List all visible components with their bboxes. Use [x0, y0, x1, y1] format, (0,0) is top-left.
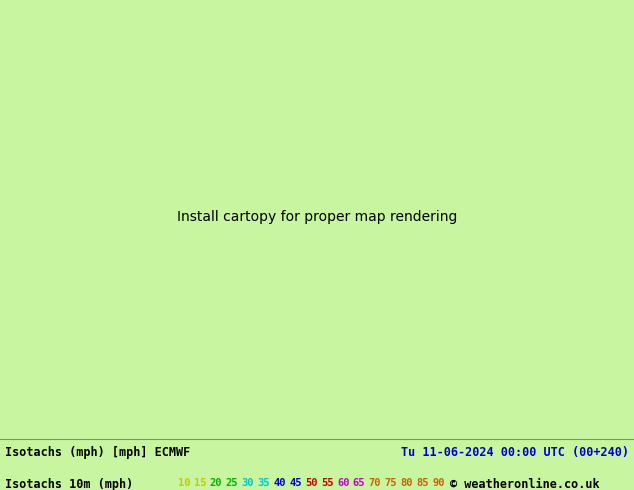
Text: © weatheronline.co.uk: © weatheronline.co.uk — [450, 478, 600, 490]
Text: 15: 15 — [193, 478, 206, 488]
Text: Isotachs 10m (mph): Isotachs 10m (mph) — [5, 478, 133, 490]
Text: 90: 90 — [432, 478, 445, 488]
Text: 25: 25 — [226, 478, 238, 488]
Text: 80: 80 — [401, 478, 413, 488]
Text: 65: 65 — [353, 478, 365, 488]
Text: 30: 30 — [242, 478, 254, 488]
Text: Tu 11-06-2024 00:00 UTC (00+240): Tu 11-06-2024 00:00 UTC (00+240) — [401, 446, 629, 459]
Text: 35: 35 — [257, 478, 269, 488]
Text: 40: 40 — [273, 478, 286, 488]
Text: 20: 20 — [209, 478, 222, 488]
Text: 60: 60 — [337, 478, 349, 488]
Text: Install cartopy for proper map rendering: Install cartopy for proper map rendering — [177, 210, 457, 224]
Text: 10: 10 — [178, 478, 190, 488]
Text: Isotachs (mph) [mph] ECMWF: Isotachs (mph) [mph] ECMWF — [5, 446, 190, 459]
Text: 50: 50 — [305, 478, 318, 488]
Text: 75: 75 — [385, 478, 397, 488]
Text: 45: 45 — [289, 478, 302, 488]
Text: 70: 70 — [369, 478, 381, 488]
Text: 85: 85 — [417, 478, 429, 488]
Text: 55: 55 — [321, 478, 333, 488]
